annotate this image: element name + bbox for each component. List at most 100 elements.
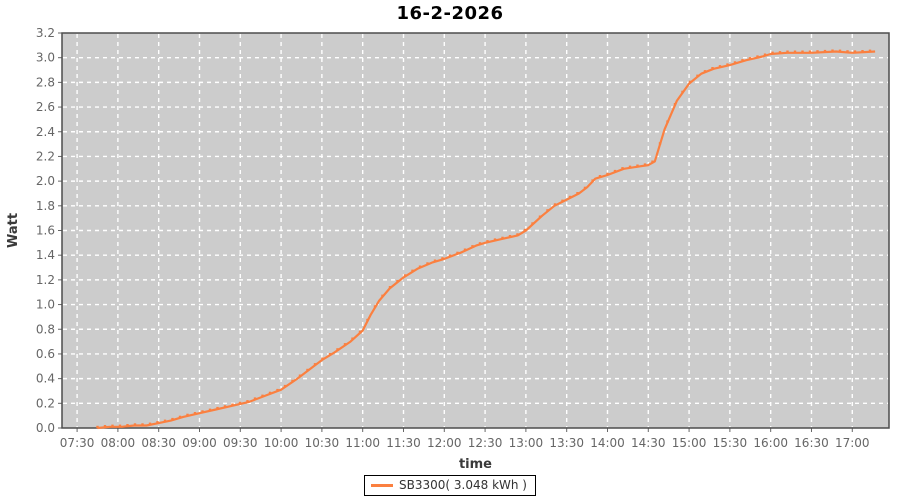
series-point-marker: [591, 179, 594, 182]
series-point-marker: [268, 391, 272, 395]
series-point-marker: [823, 49, 827, 53]
series-point-marker: [396, 280, 399, 283]
series-point-marker: [606, 172, 609, 176]
series-point-marker: [853, 50, 857, 53]
series-point-marker: [343, 343, 347, 346]
series-point-marker: [201, 410, 204, 413]
series-point-marker: [703, 70, 707, 73]
series-point-marker: [261, 394, 264, 397]
series-point-marker: [441, 257, 444, 260]
series-point-marker: [778, 51, 782, 54]
x-tick-label: 08:00: [101, 436, 136, 450]
series-point-marker: [126, 424, 129, 427]
series-point-marker: [193, 412, 197, 415]
series-point-marker: [208, 408, 212, 411]
series-point-marker: [808, 50, 812, 53]
legend: SB3300( 3.048 kWh ): [0, 475, 900, 496]
x-tick-label: 16:00: [753, 436, 788, 450]
series-point-marker: [178, 415, 182, 419]
series-point-marker: [478, 242, 482, 245]
legend-box: SB3300( 3.048 kWh ): [364, 475, 536, 496]
series-point-marker: [336, 348, 339, 351]
series-point-marker: [486, 240, 489, 243]
series-point-marker: [133, 423, 137, 426]
series-point-marker: [448, 254, 452, 257]
y-tick-label: 2.2: [36, 149, 55, 163]
series-point-marker: [658, 142, 662, 145]
series-point-marker: [313, 363, 317, 366]
series-point-marker: [411, 269, 414, 272]
series-point-marker: [171, 417, 174, 421]
series-point-marker: [276, 388, 279, 392]
legend-series-label: SB3300( 3.048 kWh ): [399, 478, 527, 492]
series-point-marker: [831, 49, 834, 52]
series-point-marker: [118, 424, 122, 427]
x-tick-label: 12:00: [427, 436, 462, 450]
x-tick-label: 16:30: [794, 436, 829, 450]
series-point-marker: [696, 74, 699, 77]
series-point-marker: [553, 203, 557, 206]
series-point-marker: [546, 209, 549, 212]
x-tick-label: 11:00: [345, 436, 380, 450]
series-point-marker: [538, 215, 542, 218]
x-tick-label: 15:00: [672, 436, 707, 450]
series-point-marker: [156, 421, 159, 424]
y-tick-label: 1.6: [36, 224, 55, 238]
series-point-marker: [471, 245, 474, 248]
series-point-marker: [433, 259, 437, 262]
y-tick-label: 0.4: [36, 372, 55, 386]
series-point-marker: [733, 61, 737, 64]
series-point-marker: [793, 50, 797, 53]
series-point-marker: [306, 368, 309, 372]
y-tick-label: 2.4: [36, 125, 55, 139]
series-point-marker: [568, 195, 572, 199]
series-point-marker: [388, 286, 392, 289]
series-point-marker: [756, 55, 759, 58]
x-tick-label: 13:30: [549, 436, 584, 450]
plot-border: [61, 32, 890, 429]
y-tick-label: 0.2: [36, 396, 55, 410]
y-tick-label: 2.0: [36, 174, 55, 188]
series-point-marker: [186, 413, 189, 417]
y-tick-label: 0.8: [36, 322, 55, 336]
series-point-marker: [846, 50, 849, 53]
series-point-marker: [576, 192, 579, 195]
x-tick-label: 17:00: [835, 436, 870, 450]
legend-series-swatch: [371, 483, 394, 487]
series-point-marker: [771, 51, 774, 54]
series-point-marker: [501, 236, 504, 240]
series-point-marker: [426, 262, 429, 265]
series-point-marker: [531, 222, 534, 225]
series-point-marker: [868, 49, 872, 52]
y-tick-label: 1.8: [36, 199, 55, 213]
series-point-marker: [366, 318, 369, 322]
series-point-marker: [838, 49, 842, 52]
series-point-marker: [163, 419, 167, 422]
series-point-marker: [816, 50, 819, 53]
series-point-marker: [96, 425, 99, 429]
series-point-marker: [681, 90, 684, 94]
series-point-marker: [801, 50, 804, 53]
x-tick-label: 10:30: [305, 436, 340, 450]
series-point-marker: [238, 401, 242, 405]
y-tick-label: 1.0: [36, 298, 55, 312]
series-point-marker: [456, 251, 459, 255]
x-tick-label: 14:00: [590, 436, 625, 450]
x-tick-label: 07:30: [60, 436, 95, 450]
series-point-marker: [711, 67, 714, 70]
series-point-marker: [673, 103, 677, 106]
series-point-marker: [298, 374, 302, 377]
series-point-marker: [508, 235, 512, 238]
y-tick-label: 3.0: [36, 51, 55, 65]
series-point-marker: [561, 199, 564, 202]
x-tick-label: 10:00: [264, 436, 299, 450]
series-point-marker: [741, 59, 744, 62]
y-tick-label: 0.6: [36, 347, 55, 361]
series-point-marker: [148, 422, 152, 425]
series-point-marker: [373, 305, 377, 308]
series-point-marker: [688, 80, 692, 84]
series-point-marker: [763, 53, 767, 56]
series-point-marker: [231, 403, 234, 406]
y-tick-label: 3.2: [36, 26, 55, 40]
chart-title: 16-2-2026: [396, 3, 504, 24]
